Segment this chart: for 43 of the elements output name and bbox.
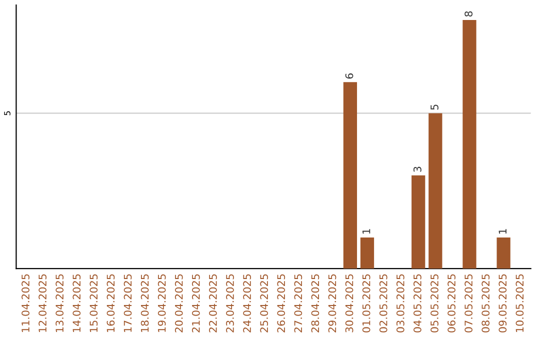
x-tick-label: 15.04.2025: [90, 274, 98, 332]
x-tick-label: 05.05.2025: [430, 274, 438, 332]
bar: [496, 238, 510, 269]
x-tick-label: 22.04.2025: [209, 274, 217, 332]
x-tick-label: 18.04.2025: [140, 274, 149, 332]
x-tick-label: 01.05.2025: [362, 274, 370, 332]
x-tick-label: 09.05.2025: [498, 274, 507, 332]
bar: [428, 113, 442, 269]
data-label: 6: [345, 73, 354, 79]
data-label: 5: [430, 104, 438, 110]
x-tick-label: 25.04.2025: [260, 274, 268, 332]
x-tick-label: 08.05.2025: [482, 274, 490, 332]
x-tick-label: 10.05.2025: [516, 274, 524, 332]
x-tick-label: 20.04.2025: [174, 274, 183, 332]
data-label: 1: [362, 229, 370, 234]
bar: [360, 238, 374, 269]
x-tick-label: 13.04.2025: [56, 274, 64, 332]
ref-line-label: 5: [4, 111, 10, 116]
x-tick-label: 12.04.2025: [38, 274, 46, 332]
x-tick-label: 14.04.2025: [72, 274, 81, 332]
x-tick-label: 24.04.2025: [243, 274, 251, 332]
x-tick-label: 03.05.2025: [396, 274, 404, 332]
x-tick-label: 07.05.2025: [464, 274, 472, 332]
x-tick-label: 23.04.2025: [226, 274, 234, 332]
x-tick-label: 16.04.2025: [106, 274, 115, 332]
x-tick-label: 27.04.2025: [294, 274, 302, 332]
x-tick-label: 19.04.2025: [158, 274, 166, 332]
x-tick-label: 21.04.2025: [192, 274, 200, 332]
x-tick-label: 11.04.2025: [22, 274, 30, 332]
x-tick-label: 26.04.2025: [277, 274, 286, 332]
bar: [343, 82, 358, 269]
data-label: 8: [464, 11, 472, 17]
x-tick-label: 17.04.2025: [124, 274, 132, 332]
bar: [462, 20, 476, 269]
x-tick-label: 29.04.2025: [328, 274, 336, 332]
x-tick-label: 30.04.2025: [345, 274, 354, 332]
x-tick-label: 02.05.2025: [379, 274, 388, 332]
data-label: 3: [413, 166, 422, 172]
x-tick-label: 04.05.2025: [413, 274, 422, 332]
x-tick-label: 06.05.2025: [448, 274, 456, 332]
x-tick-label: 28.04.2025: [311, 274, 320, 332]
bar: [412, 175, 426, 269]
data-label: 1: [498, 229, 506, 234]
